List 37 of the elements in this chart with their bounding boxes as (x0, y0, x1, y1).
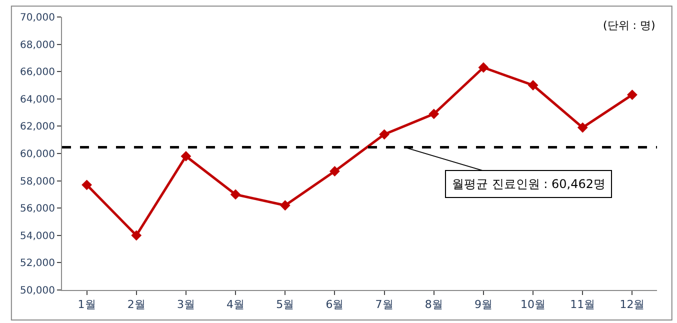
point (428, 108, 440, 120)
point (280, 200, 290, 211)
x-tick-label: 9월 (474, 298, 492, 312)
y-tick-label: 62,000 (20, 122, 55, 133)
y-tick-label: 68,000 (20, 40, 55, 51)
x-tick-label: 7월 (375, 298, 394, 312)
x-tick-label: 2월 (127, 298, 146, 312)
x-tick-label: 4월 (226, 298, 245, 312)
point (577, 122, 588, 133)
ref-line-label: 월평균 진료인원 : 60,462명 (452, 177, 606, 191)
x-tick-label: 1월 (78, 298, 96, 312)
x-tick-label: 12월 (620, 298, 645, 312)
y-tick-label: 60,000 (20, 149, 55, 160)
y-tick-label: 52,000 (20, 258, 55, 270)
y-tick-label: 50,000 (20, 286, 55, 296)
x-tick-label: 5월 (276, 298, 294, 312)
x-tick-label: 8월 (424, 298, 443, 312)
point (379, 129, 390, 140)
x-tick-label: 6월 (326, 298, 344, 312)
x-tick-label: 10월 (520, 298, 546, 312)
point (330, 166, 340, 176)
y-tick-label: 64,000 (20, 94, 55, 106)
point (478, 62, 489, 73)
y-tick-label: 58,000 (20, 176, 55, 188)
point (131, 230, 142, 241)
y-tick-label: 66,000 (20, 67, 55, 78)
point (82, 180, 92, 190)
point (627, 90, 638, 100)
point (230, 189, 241, 200)
x-tick-label: 11월 (570, 298, 596, 312)
annotation: (단위 : 명) (603, 19, 656, 32)
y-tick-label: 70,000 (20, 12, 55, 24)
y-tick-label: 56,000 (20, 204, 55, 215)
x-tick-label: 3월 (176, 298, 195, 312)
y-tick-label: 54,000 (20, 230, 55, 242)
point (528, 80, 538, 90)
point (180, 151, 192, 162)
